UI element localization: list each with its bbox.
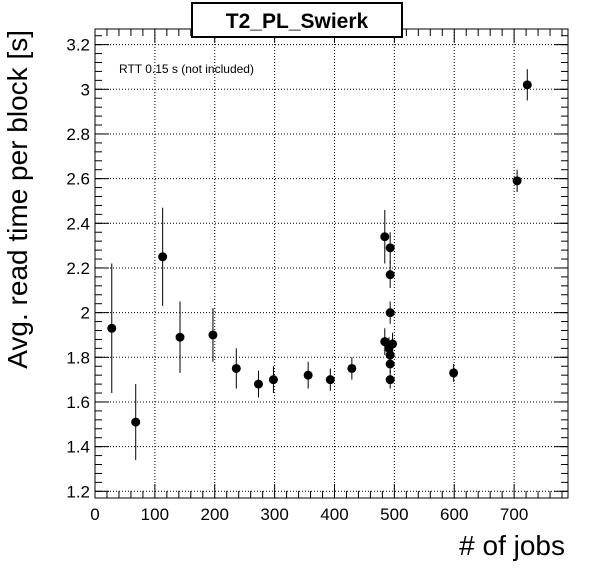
data-point bbox=[158, 207, 168, 306]
point-marker bbox=[385, 359, 395, 369]
data-point bbox=[380, 328, 390, 356]
point-marker bbox=[385, 308, 395, 318]
data-point bbox=[385, 370, 395, 389]
tick-labels: 1.2 1.4 1.6 1.8 2 2.2 2.4 2.6 2.8 3 3.2 0 100 200 300 4… bbox=[66, 36, 528, 524]
data-point bbox=[175, 301, 185, 373]
point-marker bbox=[131, 417, 141, 427]
point-marker bbox=[158, 252, 168, 262]
data-point bbox=[385, 232, 395, 264]
data-point bbox=[107, 263, 117, 394]
data-point bbox=[325, 368, 335, 391]
title-box bbox=[191, 2, 403, 38]
point-marker bbox=[325, 375, 335, 385]
data-point bbox=[253, 370, 263, 398]
data-point bbox=[385, 261, 395, 289]
y-tick-label: 1.4 bbox=[66, 438, 90, 457]
point-marker bbox=[107, 323, 117, 333]
data-point bbox=[380, 209, 390, 264]
x-tick-label: 100 bbox=[141, 505, 169, 524]
y-tick-label: 2.6 bbox=[66, 170, 90, 189]
x-axis-label: # of jobs bbox=[459, 530, 565, 561]
y-tick-label: 1.2 bbox=[66, 482, 90, 501]
data-point bbox=[522, 69, 532, 101]
y-tick-label: 1.8 bbox=[66, 348, 90, 367]
x-tick-label: 0 bbox=[90, 505, 99, 524]
point-marker bbox=[380, 337, 390, 347]
axis-ticks bbox=[94, 29, 568, 498]
data-point bbox=[512, 169, 522, 193]
x-tick-label: 300 bbox=[260, 505, 288, 524]
data-point bbox=[131, 384, 141, 461]
plot-frame bbox=[94, 28, 569, 499]
data-point bbox=[268, 366, 278, 394]
point-marker bbox=[253, 379, 263, 389]
y-tick-label: 2.8 bbox=[66, 125, 90, 144]
y-tick-label: 1.6 bbox=[66, 393, 90, 412]
point-marker bbox=[303, 370, 313, 380]
data-point bbox=[303, 361, 313, 389]
point-marker bbox=[268, 375, 278, 385]
x-tick-label: 400 bbox=[320, 505, 348, 524]
point-marker bbox=[380, 232, 390, 242]
point-marker bbox=[388, 339, 398, 349]
point-marker bbox=[449, 368, 459, 378]
y-tick-label: 3.2 bbox=[66, 36, 90, 55]
data-point bbox=[449, 364, 459, 382]
x-tick-label: 500 bbox=[380, 505, 408, 524]
point-marker bbox=[512, 176, 522, 186]
point-marker bbox=[208, 330, 218, 340]
point-marker bbox=[385, 270, 395, 280]
y-axis-label: Avg. read time per block [s] bbox=[2, 30, 33, 369]
y-tick-label: 2.2 bbox=[66, 259, 90, 278]
y-tick-label: 3 bbox=[81, 80, 90, 99]
point-marker bbox=[175, 332, 185, 342]
point-marker bbox=[385, 243, 395, 253]
point-marker bbox=[385, 375, 395, 385]
data-point bbox=[385, 355, 395, 373]
chart-title: T2_PL_Swierk bbox=[226, 10, 369, 33]
y-tick-label: 2 bbox=[81, 304, 90, 323]
data-point bbox=[347, 357, 357, 380]
data-points bbox=[107, 69, 532, 461]
data-point bbox=[385, 301, 395, 324]
point-marker bbox=[231, 363, 241, 373]
data-point bbox=[388, 332, 398, 356]
data-point bbox=[208, 308, 218, 362]
point-marker bbox=[347, 363, 357, 373]
y-tick-label: 2.4 bbox=[66, 214, 90, 233]
data-point bbox=[231, 348, 241, 389]
rtt-annotation: RTT 0.15 s (not included) bbox=[119, 62, 254, 76]
x-tick-label: 700 bbox=[500, 505, 528, 524]
x-tick-label: 200 bbox=[201, 505, 229, 524]
x-tick-label: 600 bbox=[440, 505, 468, 524]
grid-lines bbox=[94, 29, 568, 498]
point-marker bbox=[522, 80, 532, 90]
